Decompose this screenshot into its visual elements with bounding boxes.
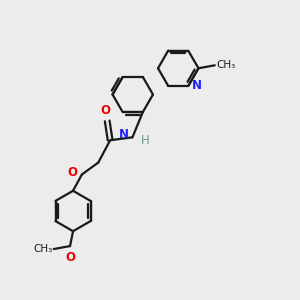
- Text: O: O: [68, 166, 77, 178]
- Text: O: O: [101, 104, 111, 117]
- Text: CH₃: CH₃: [33, 244, 52, 254]
- Text: H: H: [141, 134, 149, 147]
- Text: CH₃: CH₃: [216, 60, 236, 70]
- Text: N: N: [119, 128, 129, 141]
- Text: O: O: [65, 251, 75, 264]
- Text: N: N: [192, 79, 202, 92]
